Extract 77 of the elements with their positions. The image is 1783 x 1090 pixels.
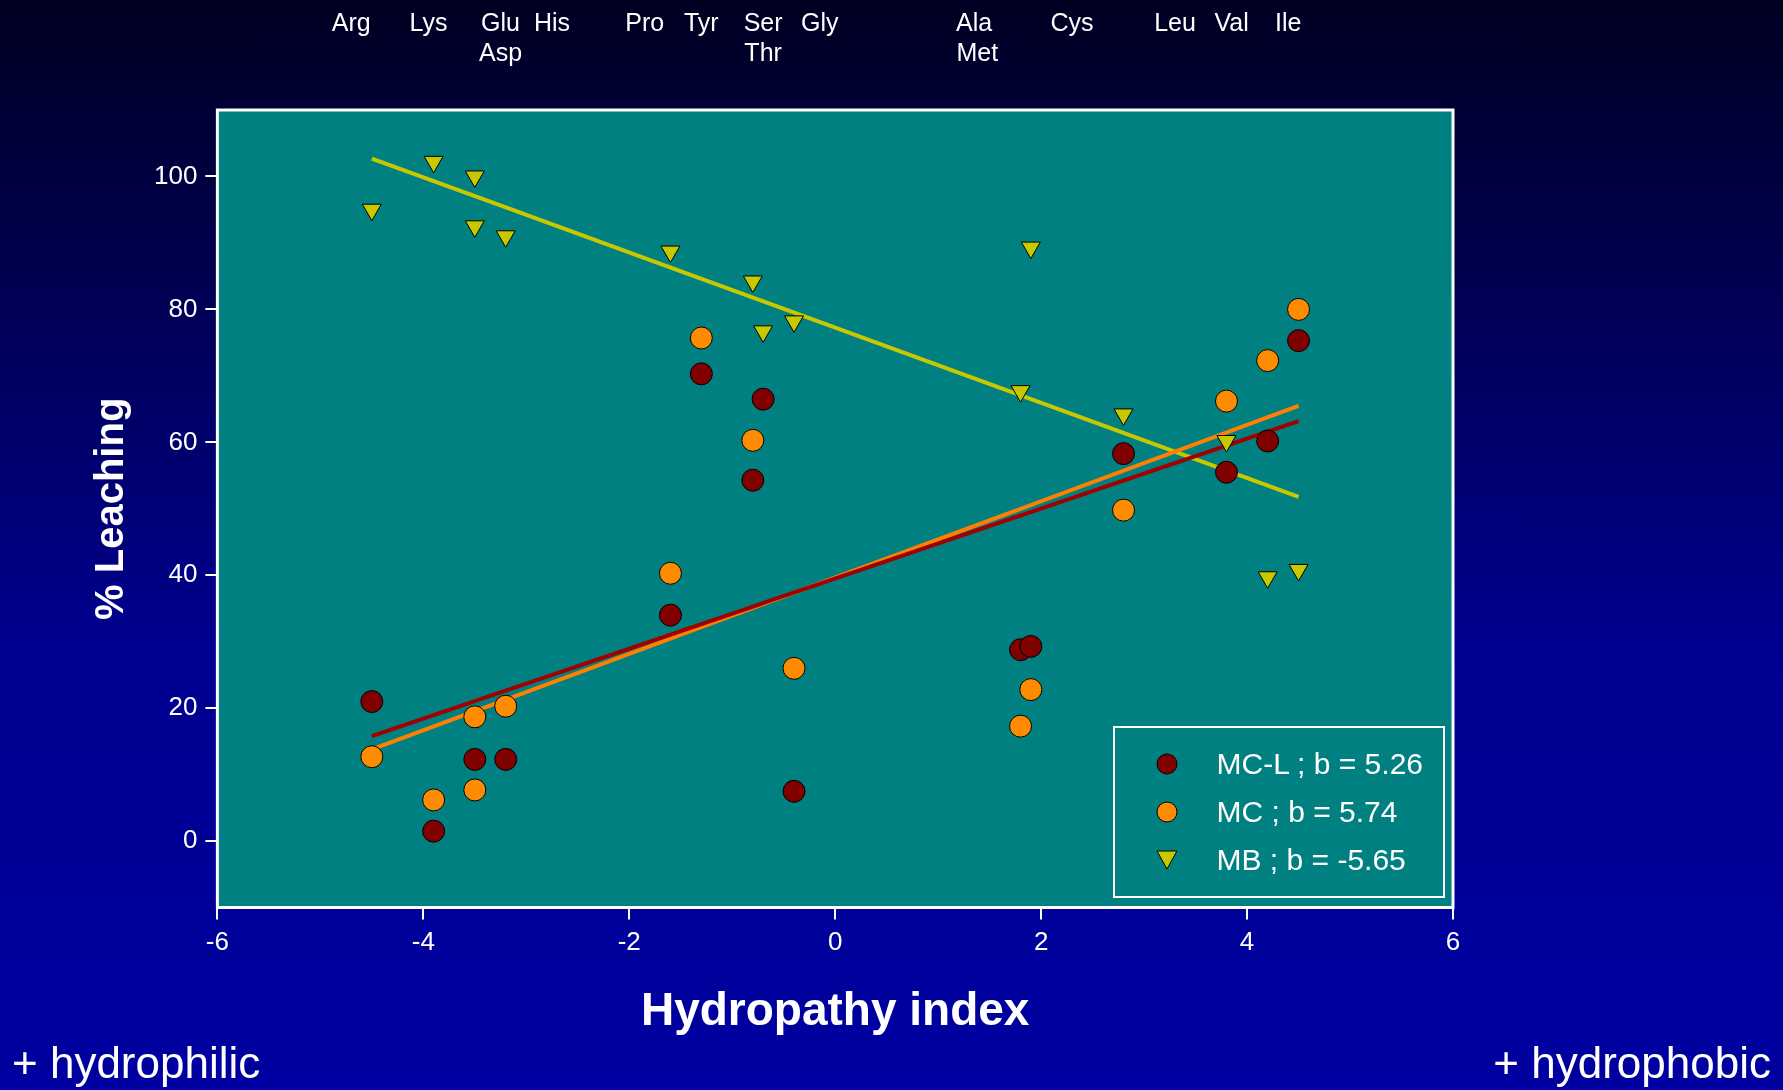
text: Ala — [956, 8, 993, 37]
text: + hydrophilic — [12, 1038, 261, 1088]
y-tick-label: 0 — [182, 824, 198, 855]
text: Val — [1214, 8, 1249, 37]
x-tick-label: 4 — [1239, 926, 1255, 957]
point — [1112, 442, 1135, 466]
x-tick-label: 0 — [827, 926, 843, 957]
point — [494, 747, 518, 771]
text: Lys — [409, 8, 448, 37]
point — [742, 275, 763, 293]
point — [422, 819, 446, 843]
y-tick-label: 20 — [168, 691, 198, 722]
point — [1216, 435, 1237, 453]
x-tick-label: -4 — [411, 926, 435, 957]
point — [1019, 678, 1043, 702]
point — [464, 220, 485, 238]
text: Ile — [1275, 8, 1302, 37]
point — [494, 694, 518, 718]
point — [741, 428, 765, 452]
legend-label: MC ; b = 5.74 — [1216, 794, 1398, 829]
x-axis-title: Hydropathy index — [640, 983, 1030, 1036]
point — [741, 468, 765, 492]
text: Asp — [478, 38, 523, 67]
text: + hydrophobic — [1493, 1038, 1771, 1088]
text: Tyr — [683, 8, 719, 37]
point — [464, 170, 485, 188]
point — [782, 779, 806, 803]
y-tick-label: 40 — [168, 558, 198, 589]
point — [463, 705, 487, 729]
point — [360, 690, 384, 714]
point — [360, 745, 384, 769]
point — [1009, 714, 1033, 738]
y-tick-label: 60 — [168, 425, 198, 456]
text: Met — [956, 38, 999, 67]
text: Thr — [744, 38, 782, 67]
point — [753, 325, 774, 343]
point — [1019, 634, 1043, 658]
point — [1020, 241, 1041, 260]
y-tick-label: 80 — [168, 292, 198, 323]
text: Cys — [1050, 8, 1094, 37]
legend-label: MB ; b = -5.65 — [1216, 842, 1406, 877]
x-tick-label: 2 — [1033, 926, 1049, 957]
point — [463, 747, 487, 771]
point — [658, 561, 682, 585]
text: Gly — [800, 8, 839, 37]
text: Pro — [625, 8, 665, 37]
point — [1214, 460, 1238, 484]
point — [423, 155, 444, 174]
point — [1112, 498, 1135, 522]
x-tick-label: -6 — [205, 926, 229, 957]
point — [751, 387, 775, 411]
point — [1256, 429, 1280, 453]
point — [361, 203, 382, 222]
text: His — [533, 8, 571, 37]
point — [495, 230, 516, 248]
y-axis-title: % Leaching — [87, 397, 132, 620]
point — [1113, 408, 1134, 426]
point — [463, 778, 487, 802]
text: Leu — [1154, 8, 1196, 37]
point — [689, 362, 713, 386]
point — [1214, 389, 1238, 413]
point — [1287, 329, 1311, 353]
x-tick-label: -2 — [617, 926, 641, 957]
point — [1010, 385, 1031, 403]
point — [782, 656, 806, 680]
point — [658, 603, 682, 627]
x-tick-label: 6 — [1445, 926, 1461, 957]
point — [689, 326, 713, 350]
point — [422, 788, 446, 812]
point — [1256, 349, 1280, 373]
point — [783, 315, 805, 333]
text: Ser — [743, 8, 783, 37]
point — [660, 245, 681, 264]
text: Arg — [331, 8, 371, 37]
legend-label: MC-L ; b = 5.26 — [1216, 746, 1423, 781]
y-tick-label: 100 — [153, 159, 198, 190]
text: Glu — [481, 8, 520, 37]
